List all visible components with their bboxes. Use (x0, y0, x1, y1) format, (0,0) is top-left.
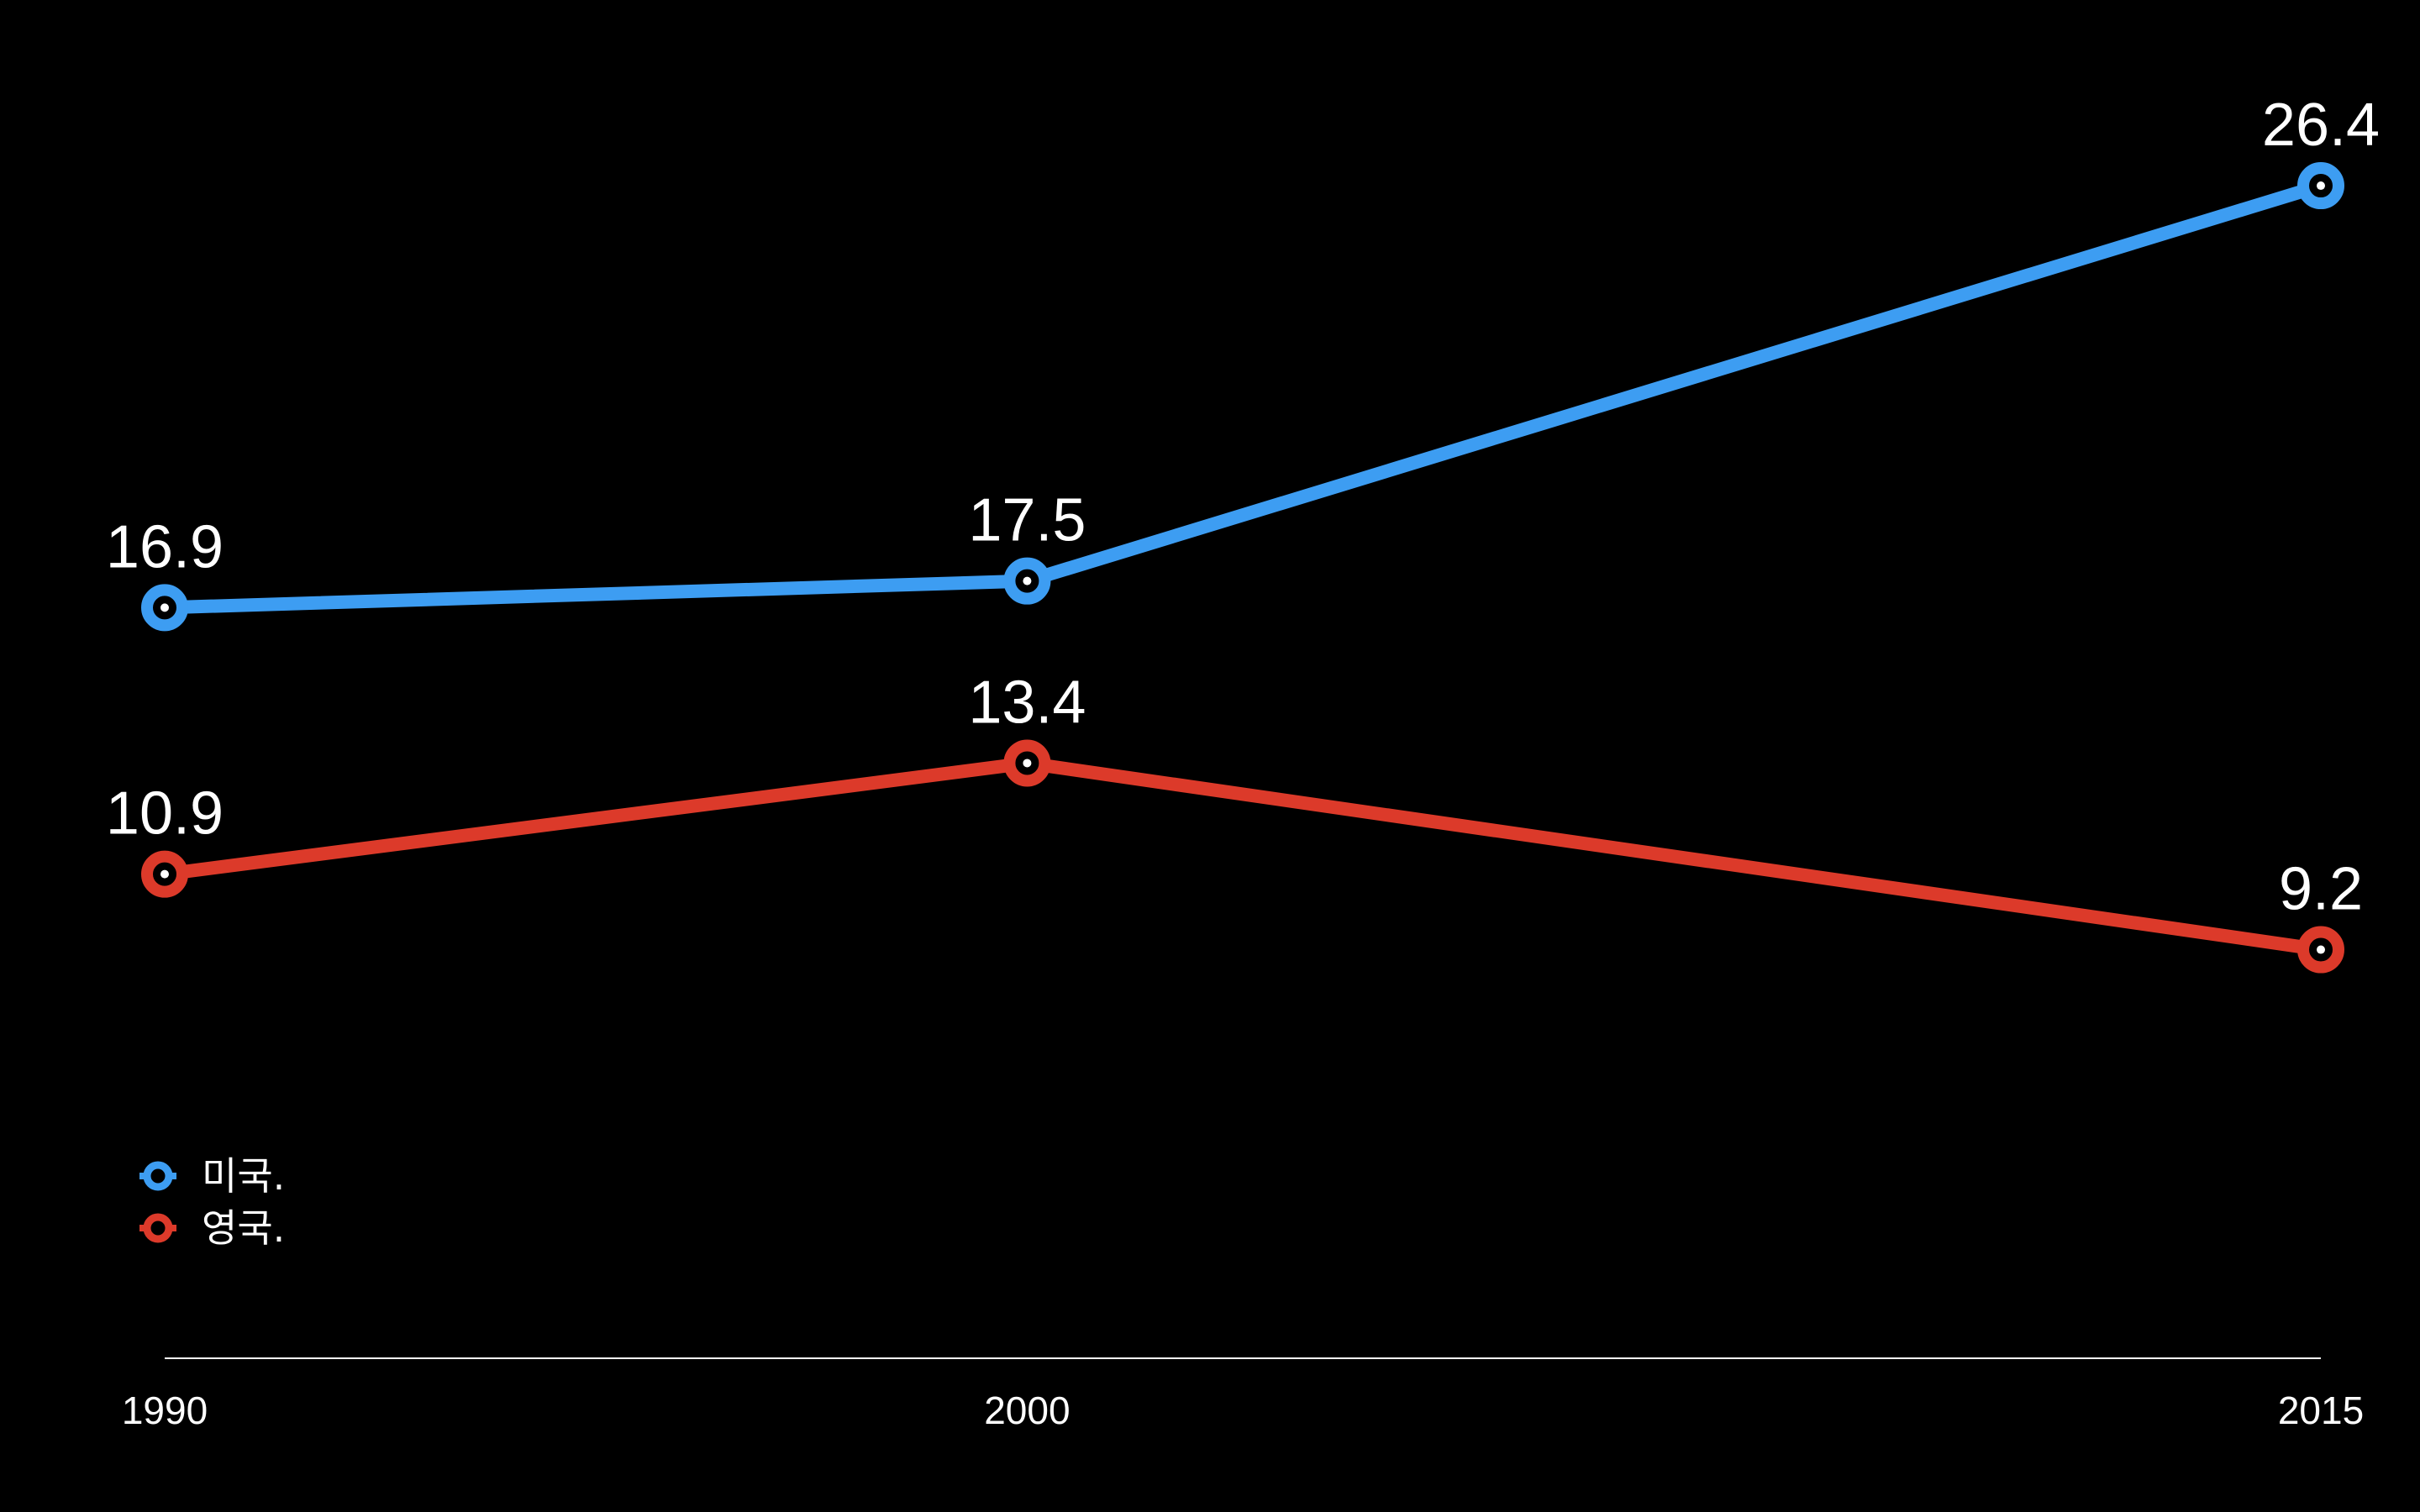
legend: 미국. 영국. (139, 1153, 285, 1251)
series-2-data-label-1990: 10.9 (106, 780, 224, 848)
legend-swatch-marker (143, 1213, 173, 1243)
series-1-data-label-1990: 16.9 (106, 513, 224, 580)
series-2-data-label-2015: 9.2 (2279, 856, 2363, 923)
series-2-point-center-2000 (1023, 759, 1032, 768)
legend-label: 미국. (202, 1153, 285, 1199)
x-tick-label-2015: 2015 (2278, 1389, 2364, 1432)
x-tick-label-1990: 1990 (122, 1389, 208, 1432)
series-1-point-center-2000 (1023, 576, 1032, 585)
series-2-point-center-2015 (2317, 945, 2325, 954)
series-1-point-center-2015 (2317, 181, 2325, 191)
legend-item-2: 영국. (139, 1205, 285, 1251)
series-2-point-center-1990 (160, 869, 169, 879)
series-layer: 16.9 17.5 26.4 10.9 13.4 9.2 (106, 92, 2380, 974)
series-1-data-label-2000: 17.5 (968, 487, 1086, 554)
series-1: 16.9 17.5 26.4 (106, 92, 2380, 632)
series-1-data-label-2015: 26.4 (2262, 92, 2380, 159)
legend-item-1: 미국. (139, 1153, 285, 1199)
legend-label: 영국. (202, 1205, 285, 1251)
x-tick-labels: 1990 2000 2015 (122, 1389, 2364, 1432)
legend-swatch-marker (143, 1161, 173, 1191)
series-1-point-center-1990 (160, 603, 169, 612)
series-2-data-label-2000: 13.4 (968, 669, 1086, 736)
x-tick-label-2000: 2000 (984, 1389, 1070, 1432)
series-2: 10.9 13.4 9.2 (106, 669, 2363, 974)
